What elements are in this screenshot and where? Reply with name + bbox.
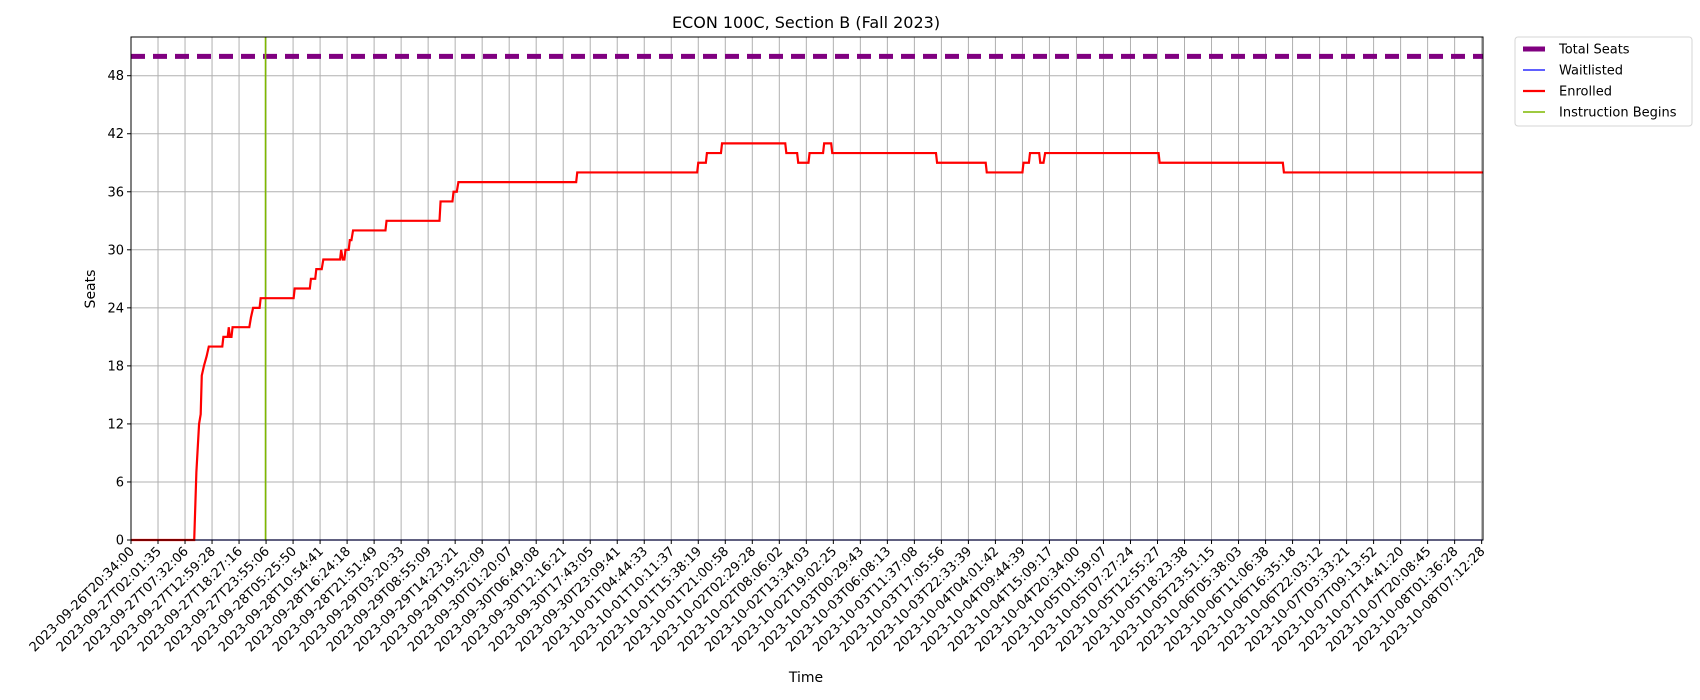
y-tick-label: 18 xyxy=(107,359,124,374)
chart-title: ECON 100C, Section B (Fall 2023) xyxy=(672,13,940,32)
legend-label: Instruction Begins xyxy=(1559,106,1677,121)
legend-label: Enrolled xyxy=(1559,85,1612,100)
plot-frame xyxy=(130,36,1484,541)
y-tick-label: 36 xyxy=(107,185,124,200)
grid-lines xyxy=(130,37,1483,541)
series-enrolled-line xyxy=(131,142,1483,542)
y-tick-label: 48 xyxy=(107,69,124,84)
y-axis-label: Seats xyxy=(83,270,99,309)
y-tick-label: 0 xyxy=(116,534,124,549)
legend-box xyxy=(1514,36,1693,127)
legend-label: Waitlisted xyxy=(1559,64,1623,79)
legend: Total Seats Waitlisted Enrolled Instruction… xyxy=(1514,36,1693,127)
y-tick-label: 42 xyxy=(107,127,124,142)
y-tick-label: 12 xyxy=(107,417,124,432)
x-axis: 2023-09-26T20:34:002023-09-27T02:01:3520… xyxy=(27,540,1488,655)
y-axis: 0 6 12 18 24 30 36 42 48 xyxy=(107,69,131,549)
legend-label: Total Seats xyxy=(1558,43,1630,58)
x-axis-label: Time xyxy=(788,670,823,686)
y-tick-label: 30 xyxy=(107,243,124,258)
y-tick-label: 24 xyxy=(107,301,124,316)
series-layer xyxy=(131,37,1483,542)
y-tick-label: 6 xyxy=(116,475,124,490)
